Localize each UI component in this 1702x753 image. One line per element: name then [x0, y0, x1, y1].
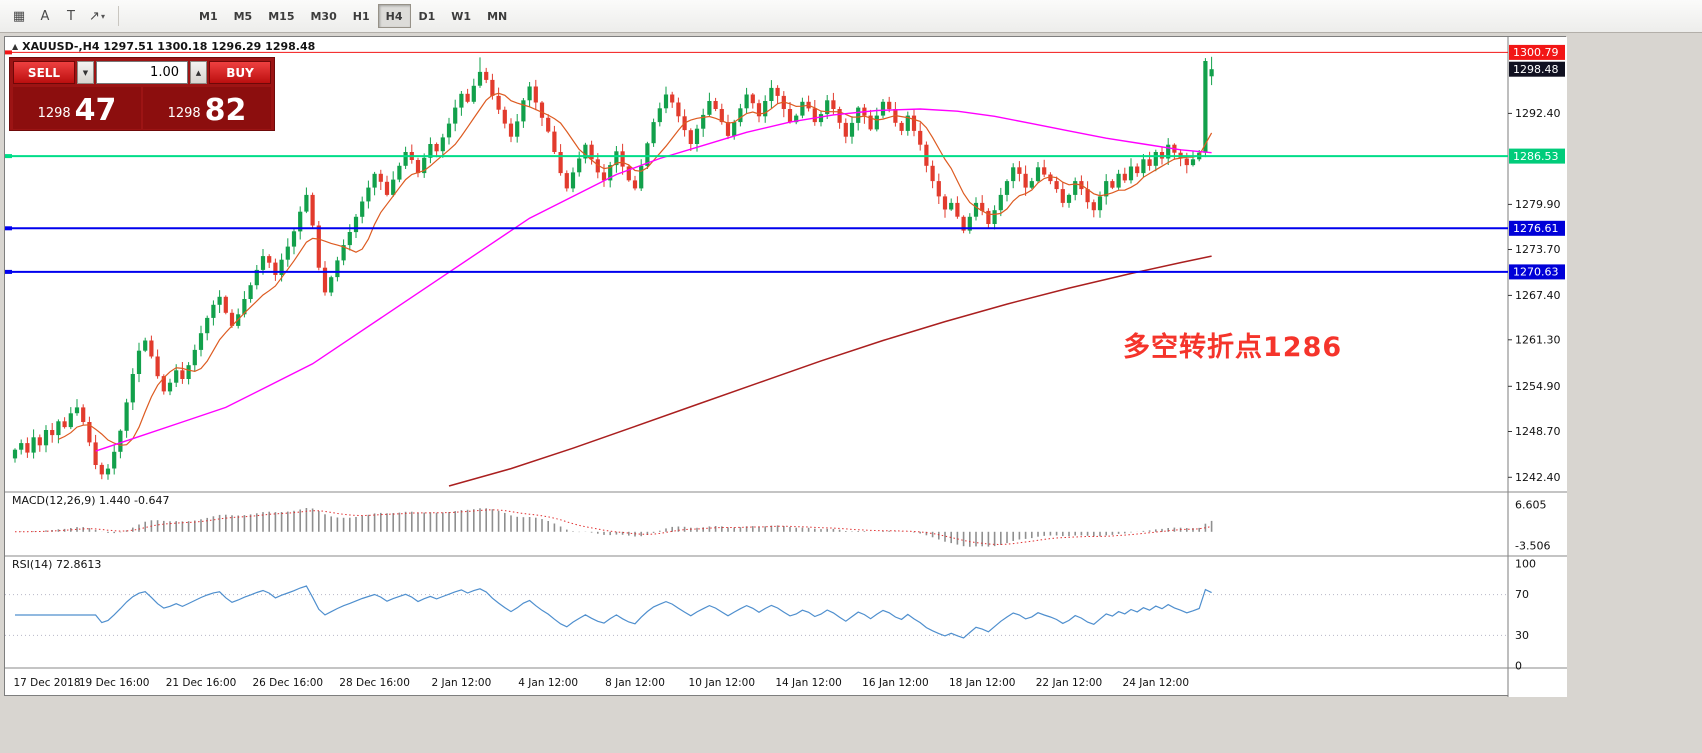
svg-text:26 Dec 16:00: 26 Dec 16:00: [252, 677, 323, 689]
volume-increase-button[interactable]: ▲: [190, 61, 207, 84]
toolbar-separator: [118, 6, 119, 26]
svg-text:1267.40: 1267.40: [1515, 289, 1561, 302]
svg-text:1242.40: 1242.40: [1515, 471, 1561, 484]
chart-title-text: XAUUSD-,H4 1297.51 1300.18 1296.29 1298.…: [22, 40, 316, 53]
sell-price-minor: 47: [74, 93, 117, 128]
timeframe-buttons-group: M1 M5 M15 M30 H1 H4 D1 W1 MN: [191, 4, 515, 28]
chart-annotation-text[interactable]: 多空转折点1286: [1123, 332, 1343, 363]
timeframe-m30-button[interactable]: M30: [310, 9, 337, 23]
svg-text:1276.61: 1276.61: [1513, 222, 1559, 235]
timeframe-h4-button[interactable]: H4: [377, 4, 411, 28]
buy-price-major: 1298: [167, 106, 201, 121]
buy-button[interactable]: BUY: [209, 61, 271, 84]
collapse-triangle-icon[interactable]: ▲: [12, 42, 19, 51]
macd-indicator-label: MACD(12,26,9) 1.440 -0.647: [12, 494, 170, 507]
timeframe-mn-button[interactable]: MN: [487, 9, 508, 23]
volume-decrease-button[interactable]: ▼: [77, 61, 94, 84]
top-toolbar: ▦ A T ↗ ▾ M1 M5 M15 M30 H1 H4 D1 W1 MN: [0, 0, 1702, 33]
chart-window: 1292.40 1279.90 1273.70 1267.40 1261.30 1254.…: [4, 36, 1567, 697]
svg-text:19 Dec 16:00: 19 Dec 16:00: [79, 677, 150, 689]
sell-price-display[interactable]: 1298 47: [13, 87, 141, 129]
svg-text:30: 30: [1515, 629, 1529, 642]
timeframe-m15-button[interactable]: M15: [268, 9, 295, 23]
svg-text:70: 70: [1515, 588, 1529, 601]
svg-text:2 Jan 12:00: 2 Jan 12:00: [431, 677, 491, 689]
indicator-grid-icon[interactable]: ▦: [12, 8, 26, 24]
timeframe-d1-button[interactable]: D1: [418, 9, 436, 23]
sell-button[interactable]: SELL: [13, 61, 75, 84]
svg-text:28 Dec 16:00: 28 Dec 16:00: [339, 677, 410, 689]
svg-text:8 Jan 12:00: 8 Jan 12:00: [605, 677, 665, 689]
svg-text:21 Dec 16:00: 21 Dec 16:00: [166, 677, 237, 689]
drawing-tools-group: ▦ A T ↗ ▾: [6, 4, 110, 28]
timeframe-w1-button[interactable]: W1: [451, 9, 472, 23]
timeframe-m1-button[interactable]: M1: [199, 9, 218, 23]
text-label-tool-icon[interactable]: A: [40, 8, 50, 24]
price-chart[interactable]: 1292.40 1279.90 1273.70 1267.40 1261.30 1254.…: [5, 37, 1567, 697]
volume-input[interactable]: 1.00: [96, 61, 188, 84]
svg-text:1261.30: 1261.30: [1515, 333, 1561, 346]
svg-text:14 Jan 12:00: 14 Jan 12:00: [775, 677, 841, 689]
one-click-trade-panel: SELL ▼ 1.00 ▲ BUY 1298 47 1298 82: [9, 57, 275, 131]
svg-text:4 Jan 12:00: 4 Jan 12:00: [518, 677, 578, 689]
svg-text:1298.48: 1298.48: [1513, 63, 1559, 76]
svg-text:10 Jan 12:00: 10 Jan 12:00: [689, 677, 755, 689]
svg-text:1248.70: 1248.70: [1515, 425, 1561, 438]
arrow-drawing-tool-icon[interactable]: ↗ ▾: [89, 8, 105, 24]
svg-text:100: 100: [1515, 558, 1536, 571]
sell-price-major: 1298: [37, 106, 71, 121]
svg-text:24 Jan 12:00: 24 Jan 12:00: [1123, 677, 1189, 689]
svg-text:1292.40: 1292.40: [1515, 107, 1561, 120]
svg-text:-3.506: -3.506: [1515, 540, 1550, 553]
svg-text:16 Jan 12:00: 16 Jan 12:00: [862, 677, 928, 689]
timeframe-m5-button[interactable]: M5: [233, 9, 253, 23]
svg-text:1279.90: 1279.90: [1515, 198, 1561, 211]
svg-text:1270.63: 1270.63: [1513, 266, 1559, 279]
buy-price-minor: 82: [204, 93, 247, 128]
svg-text:1300.79: 1300.79: [1513, 46, 1559, 59]
svg-text:6.605: 6.605: [1515, 499, 1547, 512]
svg-text:22 Jan 12:00: 22 Jan 12:00: [1036, 677, 1102, 689]
svg-text:18 Jan 12:00: 18 Jan 12:00: [949, 677, 1015, 689]
svg-text:0: 0: [1515, 660, 1522, 673]
buy-price-display[interactable]: 1298 82: [143, 87, 271, 129]
rsi-indicator-label: RSI(14) 72.8613: [12, 558, 102, 571]
svg-text:17 Dec 2018: 17 Dec 2018: [13, 677, 80, 689]
chart-title: ▲ XAUUSD-,H4 1297.51 1300.18 1296.29 129…: [12, 40, 315, 53]
svg-text:1273.70: 1273.70: [1515, 243, 1561, 256]
svg-text:1286.53: 1286.53: [1513, 150, 1559, 163]
text-box-tool-icon[interactable]: T: [67, 8, 75, 24]
timeframe-h1-button[interactable]: H1: [352, 9, 370, 23]
svg-text:1254.90: 1254.90: [1515, 380, 1561, 393]
